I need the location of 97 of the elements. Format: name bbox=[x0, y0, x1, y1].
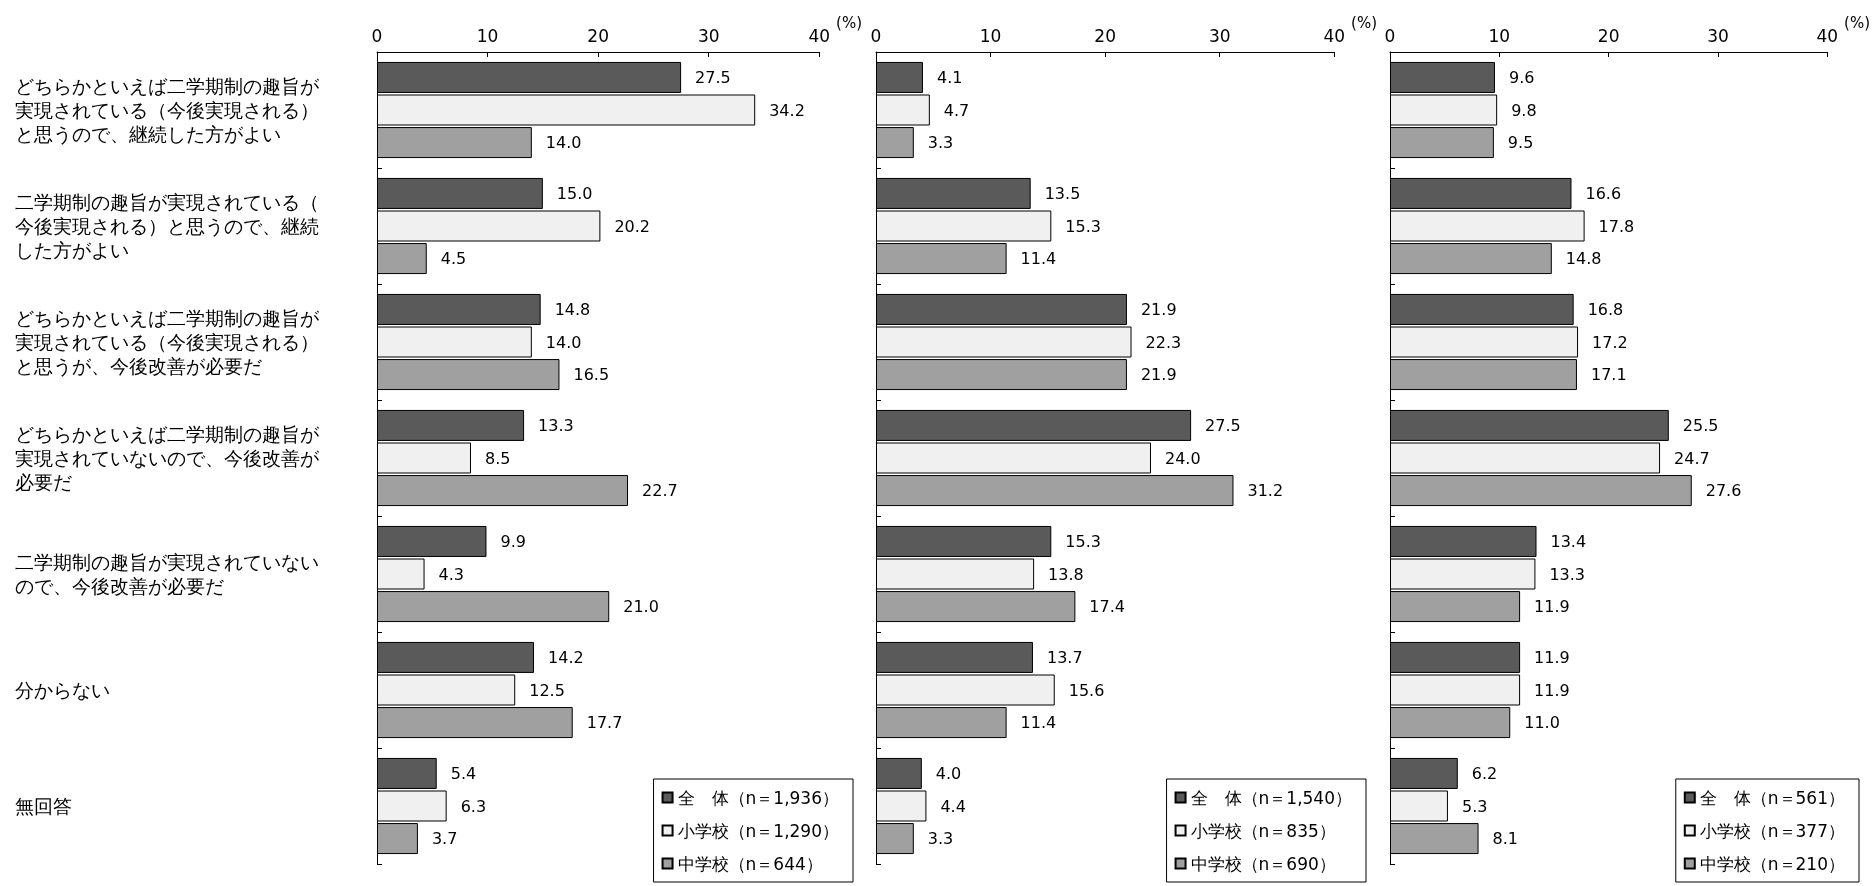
data-label: 3.7 bbox=[431, 829, 458, 849]
data-label: 3.3 bbox=[927, 829, 954, 849]
x-tick-label: 0 bbox=[371, 25, 383, 46]
x-tick-label: 10 bbox=[476, 25, 499, 46]
data-label: 17.4 bbox=[1089, 597, 1125, 617]
legend-label: 小学校（n＝1,290） bbox=[677, 820, 840, 841]
legend-label: 中学校（n＝644） bbox=[677, 853, 823, 874]
x-tick-label: 30 bbox=[1707, 25, 1729, 46]
data-label: 16.5 bbox=[573, 365, 610, 385]
data-label: 11.9 bbox=[1534, 680, 1570, 700]
data-label: 8.5 bbox=[484, 448, 511, 468]
legend-label: 全 体（n＝1,936） bbox=[677, 787, 840, 808]
data-label: 4.7 bbox=[943, 100, 970, 120]
x-tick-label: 40 bbox=[1323, 25, 1346, 46]
data-label: 13.7 bbox=[1046, 647, 1083, 667]
x-tick-label: 20 bbox=[587, 25, 609, 46]
data-label: 11.9 bbox=[1534, 647, 1570, 667]
data-label: 16.6 bbox=[1585, 183, 1622, 203]
data-label: 17.8 bbox=[1598, 216, 1635, 236]
y-tick-label: 無回答 bbox=[15, 795, 72, 817]
x-axis-title: (%) bbox=[836, 13, 863, 32]
data-label: 11.0 bbox=[1524, 713, 1560, 733]
x-tick-label: 30 bbox=[1208, 25, 1231, 46]
data-label: 8.1 bbox=[1492, 829, 1519, 849]
data-label: 17.7 bbox=[586, 713, 623, 733]
data-label: 9.8 bbox=[1511, 100, 1537, 120]
data-label: 4.1 bbox=[936, 67, 963, 87]
data-label: 20.2 bbox=[614, 216, 650, 236]
data-label: 15.6 bbox=[1068, 680, 1105, 700]
x-tick-label: 20 bbox=[1597, 25, 1620, 46]
legend-label: 中学校（n＝690） bbox=[1190, 853, 1336, 874]
legend-label: 全 体（n＝1,540） bbox=[1190, 787, 1353, 808]
data-label: 9.5 bbox=[1507, 133, 1534, 153]
legend-label: 中学校（n＝210） bbox=[1699, 853, 1846, 874]
data-label: 9.9 bbox=[500, 531, 526, 551]
data-label: 11.4 bbox=[1020, 249, 1057, 269]
data-label: 4.5 bbox=[440, 249, 467, 269]
data-label: 5.4 bbox=[450, 763, 477, 783]
data-label: 13.8 bbox=[1048, 564, 1084, 584]
data-label: 4.4 bbox=[940, 796, 966, 816]
data-label: 11.9 bbox=[1534, 597, 1570, 617]
data-label: 16.8 bbox=[1587, 299, 1624, 319]
data-label: 21.9 bbox=[1140, 365, 1177, 385]
data-label: 24.7 bbox=[1674, 448, 1710, 468]
data-label: 14.0 bbox=[545, 133, 582, 153]
data-label: 34.2 bbox=[769, 100, 805, 120]
x-tick-label: 30 bbox=[697, 25, 720, 46]
data-label: 13.4 bbox=[1550, 531, 1587, 551]
y-tick-label: どちらかといえば二学期制の趣旨が実現されている（今後実現される）と思うので、継続した方がよい bbox=[15, 75, 320, 145]
x-tick-label: 20 bbox=[1094, 25, 1116, 46]
x-tick-label: 40 bbox=[1816, 25, 1839, 46]
y-tick-label: 分からない bbox=[15, 679, 110, 701]
data-label: 24.0 bbox=[1165, 448, 1201, 468]
x-tick-label: 0 bbox=[870, 25, 882, 46]
x-axis-title: (%) bbox=[1844, 13, 1871, 32]
x-tick-label: 0 bbox=[1384, 25, 1396, 46]
data-label: 31.2 bbox=[1247, 481, 1284, 501]
data-label: 27.6 bbox=[1705, 481, 1742, 501]
data-label: 12.5 bbox=[529, 680, 565, 700]
data-label: 27.5 bbox=[695, 67, 731, 87]
legend-label: 全 体（n＝561） bbox=[1699, 787, 1846, 808]
legend-label: 小学校（n＝835） bbox=[1190, 820, 1336, 841]
data-label: 15.0 bbox=[556, 183, 593, 203]
x-tick-label: 10 bbox=[1488, 25, 1511, 46]
data-label: 22.3 bbox=[1145, 332, 1182, 352]
data-label: 13.5 bbox=[1044, 183, 1081, 203]
data-label: 15.3 bbox=[1065, 531, 1101, 551]
data-label: 17.2 bbox=[1592, 332, 1628, 352]
data-label: 6.2 bbox=[1471, 763, 1498, 783]
data-label: 5.3 bbox=[1461, 796, 1488, 816]
data-label: 4.3 bbox=[438, 564, 464, 584]
data-label: 21.0 bbox=[623, 597, 659, 617]
x-axis-title: (%) bbox=[1351, 13, 1378, 32]
x-tick-label: 10 bbox=[979, 25, 1002, 46]
data-label: 15.3 bbox=[1065, 216, 1101, 236]
data-label: 11.4 bbox=[1020, 713, 1057, 733]
data-label: 17.1 bbox=[1590, 365, 1627, 385]
y-tick-label: どちらかといえば二学期制の趣旨が実現されていないので、今後改善が必要だ bbox=[15, 423, 320, 493]
data-label: 13.3 bbox=[1549, 564, 1586, 584]
data-label: 13.3 bbox=[538, 415, 574, 435]
y-tick-label: 二学期制の趣旨が実現されていないので、今後改善が必要だ bbox=[15, 551, 319, 597]
data-label: 4.0 bbox=[935, 763, 962, 783]
data-label: 27.5 bbox=[1205, 415, 1241, 435]
data-label: 6.3 bbox=[460, 796, 487, 816]
data-label: 25.5 bbox=[1682, 415, 1719, 435]
data-label: 14.8 bbox=[1565, 249, 1602, 269]
data-label: 14.0 bbox=[545, 332, 582, 352]
data-label: 21.9 bbox=[1140, 299, 1177, 319]
y-tick-label: どちらかといえば二学期制の趣旨が実現されている（今後実現される）と思うが、今後改善が必要だ bbox=[15, 307, 320, 377]
y-tick-label: 二学期制の趣旨が実現されている（今後実現される）と思うので、継続した方がよい bbox=[15, 191, 319, 261]
legend-label: 小学校（n＝377） bbox=[1699, 820, 1846, 841]
x-tick-label: 40 bbox=[808, 25, 831, 46]
data-label: 14.8 bbox=[554, 299, 591, 319]
data-label: 14.2 bbox=[548, 647, 584, 667]
data-label: 9.6 bbox=[1508, 67, 1535, 87]
data-label: 3.3 bbox=[927, 133, 954, 153]
data-label: 22.7 bbox=[642, 481, 678, 501]
